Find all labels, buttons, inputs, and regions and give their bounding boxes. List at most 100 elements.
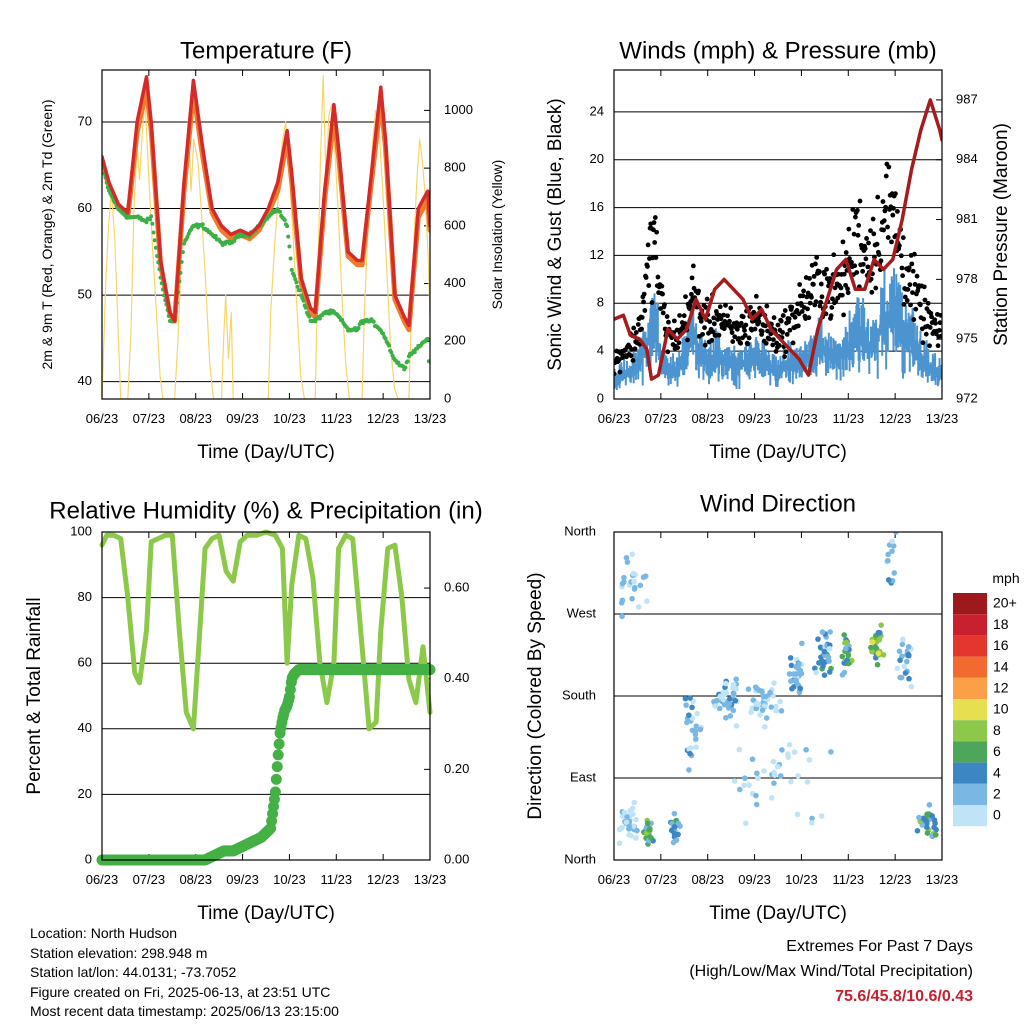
dewpoint-point <box>148 217 153 222</box>
direction-point <box>839 653 846 660</box>
dewpoint-point <box>356 325 361 330</box>
gust-point <box>910 290 915 296</box>
direction-point <box>815 636 821 642</box>
direction-point <box>635 604 642 610</box>
right-tick-label: 200 <box>444 333 466 348</box>
gust-point <box>662 302 667 308</box>
legend-label: 14 <box>993 658 1009 674</box>
legend-swatch <box>953 593 987 615</box>
gust-point <box>782 308 788 313</box>
direction-point <box>761 703 768 709</box>
dewpoint-point <box>295 284 300 289</box>
direction-point <box>923 818 930 825</box>
x-tick-label: 09/23 <box>226 411 259 426</box>
gust-point <box>651 220 657 225</box>
gust-point <box>635 322 641 327</box>
direction-point <box>771 780 777 787</box>
gust-point <box>830 296 835 302</box>
gust-point <box>868 228 873 234</box>
gust-point <box>853 214 858 220</box>
direction-point <box>648 835 654 841</box>
direction-point <box>697 726 704 733</box>
gust-point <box>738 340 744 346</box>
direction-point <box>644 598 650 604</box>
gust-point <box>645 242 651 248</box>
direction-point <box>633 835 639 841</box>
direction-point <box>694 710 701 717</box>
direction-point <box>767 689 773 696</box>
direction-point <box>757 712 763 718</box>
direction-point <box>874 661 881 668</box>
gust-point <box>870 216 876 222</box>
gust-point <box>711 321 717 327</box>
gust-series <box>614 161 942 377</box>
gust-point <box>676 340 682 346</box>
direction-point <box>619 613 625 620</box>
direction-point <box>714 697 720 704</box>
direction-point <box>732 697 739 704</box>
chart-panel-3: Relative Humidity (%) & Precipitation (i… <box>24 497 483 924</box>
gust-point <box>846 226 852 232</box>
legend-label: 20+ <box>993 595 1017 611</box>
direction-point <box>759 689 765 695</box>
direction-point <box>768 704 775 710</box>
dewpoint-point <box>425 336 430 341</box>
precip-point <box>272 749 284 761</box>
dewpoint-point <box>185 234 190 239</box>
gust-point <box>718 316 724 322</box>
gust-point <box>723 302 728 308</box>
gust-point <box>912 281 918 287</box>
gust-point <box>889 239 894 245</box>
direction-point <box>631 586 638 592</box>
direction-point <box>629 595 635 602</box>
direction-point <box>916 814 922 821</box>
legend-label: 10 <box>993 701 1009 717</box>
right-tick-label: 0.40 <box>444 670 469 685</box>
gust-point <box>863 256 869 262</box>
legend-label: 6 <box>993 743 1001 759</box>
plot-area <box>616 532 939 847</box>
direction-point <box>629 551 636 558</box>
dewpoint-point <box>153 245 158 250</box>
gust-point <box>770 342 776 348</box>
gust-point <box>763 323 768 329</box>
direction-point <box>894 665 901 672</box>
gust-point <box>776 343 782 348</box>
gust-point <box>653 255 659 260</box>
direction-point <box>768 795 775 801</box>
dewpoint-point <box>307 314 312 319</box>
legend-label: 4 <box>993 764 1001 780</box>
plot-frame <box>101 69 431 400</box>
right-tick-label: 1000 <box>444 102 473 117</box>
gust-point <box>709 337 715 343</box>
gust-point <box>891 205 896 211</box>
direction-point <box>624 814 630 820</box>
gust-point <box>871 231 877 237</box>
gust-point <box>738 320 744 326</box>
direction-series <box>616 532 939 847</box>
y-tick-label: 80 <box>78 589 92 604</box>
dewpoint-point <box>389 350 394 355</box>
direction-point <box>675 820 682 827</box>
dewpoint-point <box>288 256 293 261</box>
gust-point <box>819 294 825 300</box>
right-tick-label: 0.20 <box>444 761 469 776</box>
x-tick-label: 08/23 <box>179 411 212 426</box>
gust-point <box>617 369 623 375</box>
legend-swatch <box>953 635 987 657</box>
gust-point <box>813 299 819 305</box>
gust-point <box>806 315 812 321</box>
gust-point <box>641 291 647 297</box>
gust-point <box>818 281 824 287</box>
y-tick-label: South <box>562 687 596 702</box>
gust-point <box>654 229 660 235</box>
gust-point <box>801 288 806 294</box>
right-tick-label: 981 <box>956 211 978 226</box>
direction-point <box>722 715 729 721</box>
gust-point <box>771 315 777 321</box>
gust-point <box>883 173 889 179</box>
direction-point <box>630 823 637 829</box>
dewpoint-point <box>180 250 185 255</box>
direction-point <box>693 736 699 742</box>
